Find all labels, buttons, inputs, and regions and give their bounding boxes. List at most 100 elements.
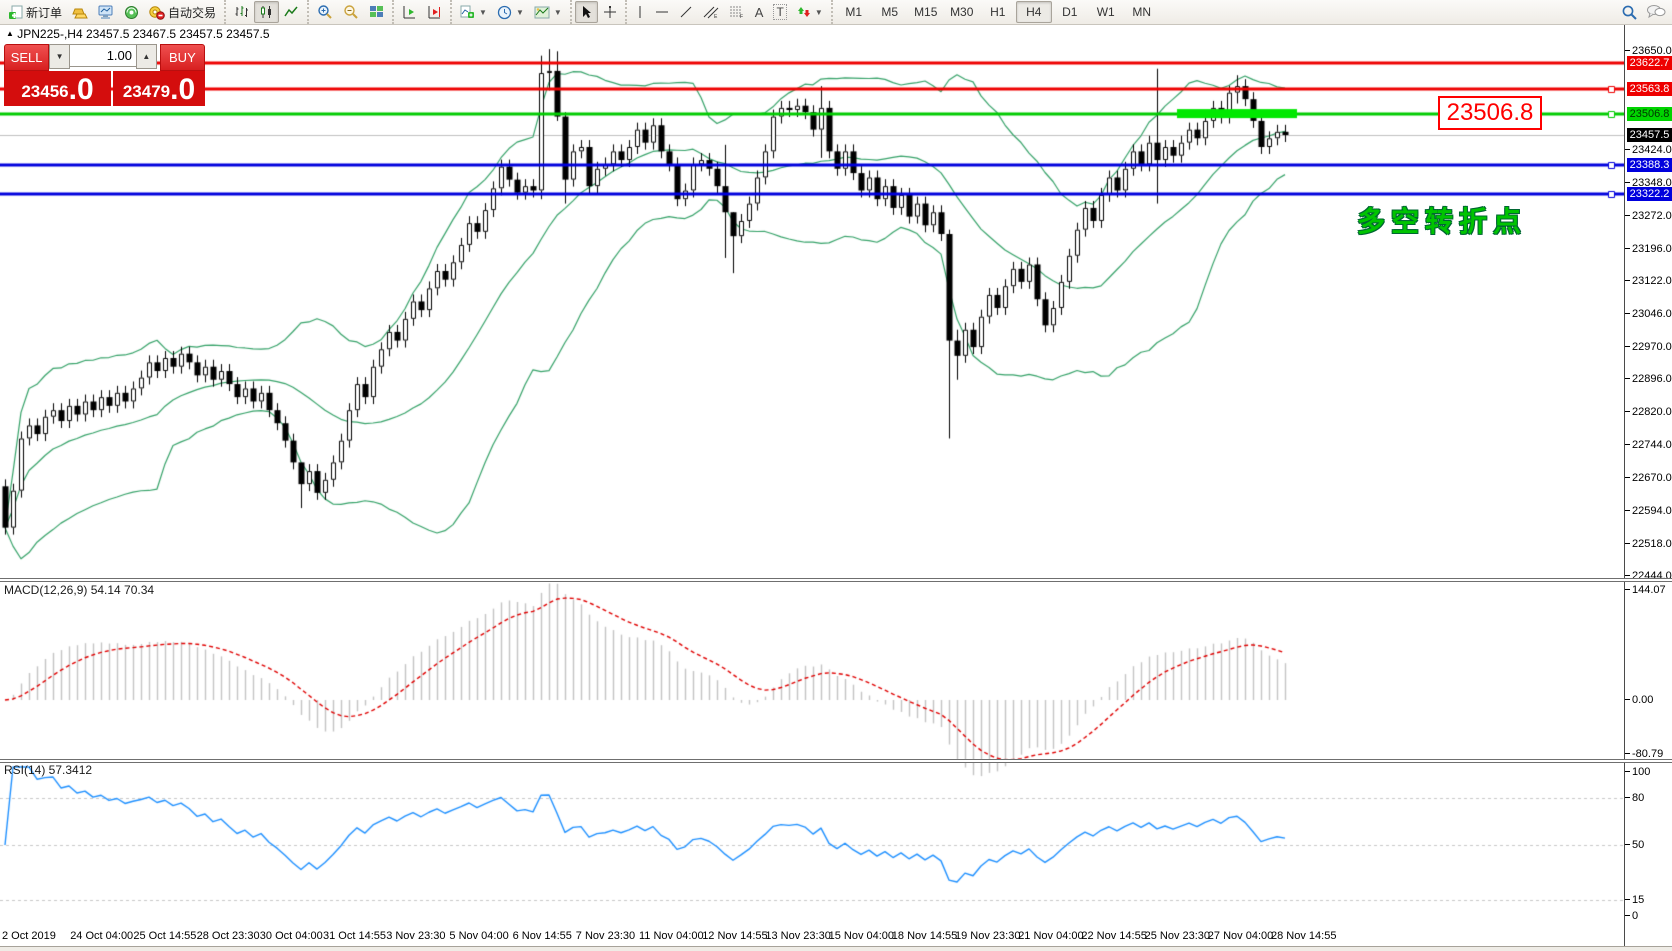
- line-chart-button[interactable]: [279, 1, 304, 23]
- rsi-indicator-label: RSI(14) 57.3412: [4, 763, 93, 777]
- time-axis-label: 6 Nov 14:55: [512, 930, 572, 942]
- timeframe-button-mn[interactable]: MN: [1132, 5, 1152, 19]
- time-axis-label: 24 Oct 04:00: [70, 930, 134, 942]
- one-click-controls: SELL ▼ ▲ BUY: [4, 44, 205, 71]
- horizontal-line-tool[interactable]: [650, 1, 674, 23]
- level-price-label[interactable]: 23506.8: [1438, 96, 1542, 130]
- bar-chart-button[interactable]: [229, 1, 254, 23]
- axis-tick-23424: 23424.0: [1625, 143, 1672, 156]
- volume-decrease-button[interactable]: ▼: [49, 44, 70, 69]
- timeframe-button-h4[interactable]: H4: [1015, 1, 1052, 23]
- time-axis-label: 27 Nov 04:00: [1207, 930, 1274, 942]
- arrows-caret: ▼: [814, 7, 823, 17]
- sell-button[interactable]: SELL: [4, 44, 50, 71]
- time-axis-label: 12 Nov 14:55: [702, 930, 768, 942]
- gold-ingot-icon: [72, 8, 88, 19]
- auto-scroll-button[interactable]: [397, 1, 422, 23]
- price-badge-23506.8: 23506.8: [1627, 106, 1672, 121]
- bid-price[interactable]: 23456.0: [4, 71, 111, 106]
- cursor-arrow-icon: [582, 6, 591, 18]
- chart-shift-icon: [428, 6, 441, 19]
- search-icon[interactable]: [1621, 4, 1638, 21]
- axis-tick-macd--80.79: -80.79: [1624, 748, 1664, 760]
- crosshair-button[interactable]: [598, 1, 622, 23]
- timeframe-button-m15[interactable]: M15: [914, 5, 938, 19]
- periods-button[interactable]: ▼: [492, 1, 529, 23]
- time-axis-label: 19 Nov 23:30: [955, 930, 1021, 942]
- ask-price-int: 23479: [122, 82, 171, 101]
- zoom-in-icon: [318, 5, 332, 19]
- buy-button[interactable]: BUY: [159, 44, 205, 71]
- axis-tick-22594: 22594.0: [1625, 504, 1672, 517]
- trendline-tool[interactable]: [674, 1, 698, 23]
- templates-button[interactable]: ▼: [529, 1, 567, 23]
- svg-text:E: E: [714, 14, 718, 19]
- timeframe-button-m30[interactable]: M30: [950, 5, 974, 19]
- text-tool[interactable]: A: [750, 1, 769, 23]
- template-icon: [534, 6, 550, 18]
- signal-globe-icon: [125, 5, 139, 19]
- tile-windows-icon: [370, 6, 384, 17]
- axis-tick-rsi-80: 80: [1624, 792, 1645, 805]
- auto-trading-button[interactable]: 自动交易: [144, 1, 221, 23]
- metaeditor-button[interactable]: [67, 1, 93, 23]
- horizontal-line-icon: [655, 11, 668, 13]
- zoom-out-button[interactable]: [338, 1, 364, 23]
- arrows-tool[interactable]: ▼: [792, 1, 828, 23]
- time-axis-label: 3 Nov 23:30: [386, 930, 446, 942]
- market-watch-button[interactable]: [93, 1, 119, 23]
- toolbar-group-zoom: [307, 0, 392, 24]
- timeframe-button-m5[interactable]: M5: [881, 5, 899, 19]
- axis-tick-macd-144.07: 144.07: [1625, 583, 1666, 596]
- new-order-button[interactable]: 新订单: [3, 1, 67, 23]
- collapse-triangle-icon[interactable]: ▲: [6, 29, 14, 38]
- bid-price-int: 23456: [21, 82, 69, 101]
- toolbar-group-cursor: [569, 0, 625, 24]
- timeframe-button-w1[interactable]: W1: [1096, 5, 1115, 19]
- indicators-caret: ▼: [479, 7, 487, 17]
- time-axis-label: 25 Oct 14:55: [133, 930, 197, 942]
- indicators-icon: [460, 5, 475, 18]
- time-axis-label: 25 Nov 23:30: [1144, 930, 1211, 942]
- timeframe-button-h1[interactable]: H1: [990, 5, 1006, 19]
- price-badge-23622.7: 23622.7: [1627, 56, 1672, 71]
- line-chart-icon: [284, 6, 298, 17]
- turning-point-annotation[interactable]: 多空转折点: [1357, 206, 1528, 237]
- tile-windows-button[interactable]: [364, 1, 389, 23]
- axis-tick-23122: 23122.0: [1625, 274, 1672, 287]
- volume-input[interactable]: [70, 44, 136, 67]
- candlestick-chart-button[interactable]: [254, 1, 280, 23]
- macd-panel-separator[interactable]: [0, 578, 1672, 582]
- clock-icon: [497, 5, 512, 19]
- toolbar-group-chart-type: [224, 0, 307, 24]
- indicators-button[interactable]: ▼: [455, 1, 492, 23]
- text-label-tool[interactable]: T: [768, 1, 791, 23]
- volume-increase-button[interactable]: ▲: [136, 44, 157, 69]
- zoom-in-button[interactable]: [312, 1, 338, 23]
- cursor-button[interactable]: [574, 1, 598, 23]
- vertical-line-tool[interactable]: [630, 1, 650, 23]
- price-badge-23457.5: 23457.5: [1627, 128, 1672, 143]
- toolbar-right: [1621, 0, 1666, 24]
- chat-icon[interactable]: [1646, 4, 1666, 20]
- fibonacci-tool[interactable]: F: [724, 1, 750, 23]
- ask-price[interactable]: 23479.0: [113, 71, 205, 106]
- time-axis-label: 30 Oct 04:00: [259, 930, 323, 942]
- fibonacci-icon: F: [729, 6, 743, 19]
- price-badge-23563.8: 23563.8: [1627, 81, 1672, 96]
- time-axis-label: 13 Nov 23:30: [765, 930, 831, 942]
- auto-scroll-icon: [403, 6, 416, 19]
- time-axis[interactable]: 2 Oct 2019 24 Oct 04:00 25 Oct 14:55 28 Oct…: [0, 928, 1624, 946]
- candlestick-chart-icon: [261, 6, 272, 18]
- toolbar-group-scroll: [392, 0, 450, 24]
- rsi-panel-separator[interactable]: [0, 759, 1672, 763]
- monitor-icon: [98, 5, 113, 19]
- channel-tool[interactable]: E: [698, 1, 724, 23]
- timeframe-button-d1[interactable]: D1: [1062, 5, 1078, 19]
- chart-shift-button[interactable]: [422, 1, 447, 23]
- timeframe-button-m1[interactable]: M1: [845, 5, 863, 19]
- chart-canvas[interactable]: [0, 24, 1624, 946]
- time-axis-label: 11 Nov 04:00: [639, 930, 704, 942]
- price-axis[interactable]: 23650.0 23424.0 23348.0 23272.0 23196.0 23122…: [1624, 24, 1672, 946]
- navigator-button[interactable]: [119, 1, 144, 23]
